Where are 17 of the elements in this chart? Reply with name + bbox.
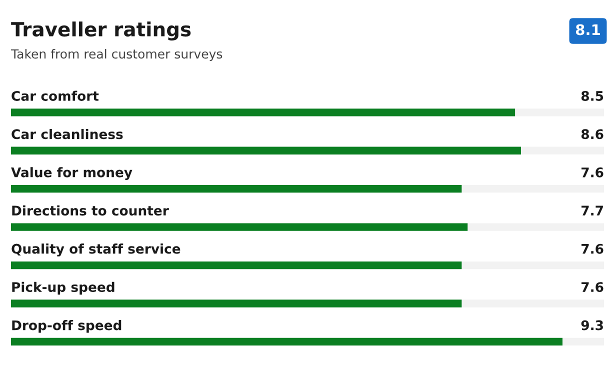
data-label: 7.7: [582, 206, 603, 216]
data-label: 9.3: [581, 320, 603, 330]
data-label: 7.6: [582, 167, 604, 178]
y-tick-label: Car cleanliness: [12, 128, 123, 140]
y-tick-label: Drop-off speed: [12, 320, 122, 333]
y-tick-label: Car comfort: [12, 90, 99, 101]
y-tick-label: Quality of staff service: [12, 244, 180, 256]
data-label: 7.6: [582, 282, 604, 292]
data-label: 7.6: [582, 244, 604, 254]
y-tick-label: Pick-up speed: [12, 282, 114, 295]
y-tick-label: Value for money: [11, 167, 132, 180]
text: 8.1: [576, 24, 600, 36]
y-tick-label: Directions to counter: [12, 205, 169, 216]
chart-subtitle: Taken from real customer surveys: [10, 48, 222, 62]
chart-title: Traveller ratings: [11, 22, 191, 40]
data-label: 8.6: [581, 129, 604, 140]
data-label: 8.5: [581, 90, 604, 101]
